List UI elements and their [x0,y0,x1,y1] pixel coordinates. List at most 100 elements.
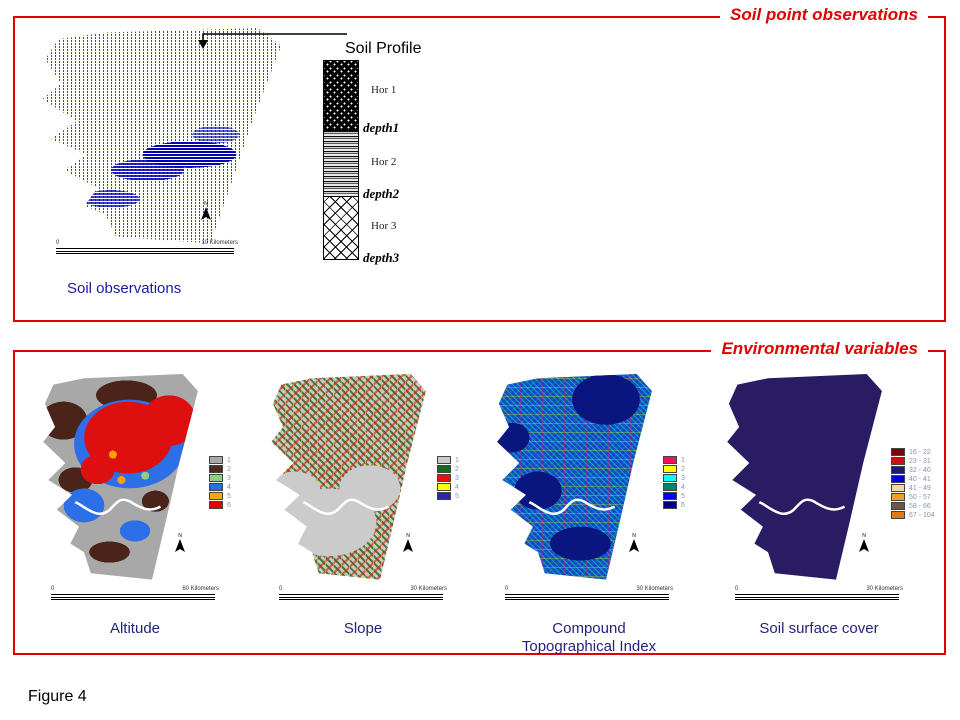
scale-distance-label: 30 Kilometers [866,586,903,592]
legend-label: 6 [227,501,231,509]
legend-label: 50 - 57 [909,493,931,501]
legend-swatch [891,493,905,501]
legend-label: 5 [681,492,685,500]
legend-label: 1 [455,456,459,464]
scale-bar-line [56,248,234,249]
legend-row: 2 [663,465,685,473]
river-line [487,374,657,544]
legend-swatch [663,483,677,491]
legend-row: 2 [209,465,231,473]
legend-row: 4 [663,483,685,491]
soil-surface-cover-legend: 16 - 22 23 - 31 32 - 40 40 - 41 41 - 49 … [891,448,935,520]
horizon-1-label: Hor 1 [371,84,397,96]
cti-figure: 1 2 3 4 5 6 N 0 30 Kilometers Compound T… [477,368,701,655]
legend-swatch [663,456,677,464]
legend-row: 4 [209,483,231,491]
river-line [717,374,887,544]
legend-swatch [663,465,677,473]
north-label: N [204,201,208,207]
altitude-map [33,374,203,586]
legend-row: 3 [209,474,231,482]
north-arrow: N [199,202,213,221]
legend-swatch [891,448,905,456]
scale-bar-rule [735,597,899,600]
north-arrow-icon [201,207,211,220]
legend-swatch [209,456,223,464]
legend-row: 4 [437,483,459,491]
soil-surface-cover-map [717,374,887,586]
north-arrow-icon [175,539,185,552]
legend-label: 5 [227,492,231,500]
north-label: N [178,533,182,539]
legend-swatch [891,511,905,519]
north-arrow: N [627,534,641,553]
scale-zero-label: 0 [56,240,60,246]
north-arrow-icon [403,539,413,552]
horizon-3-label: Hor 3 [371,220,397,232]
north-label: N [632,533,636,539]
legend-label: 1 [681,456,685,464]
legend-label: 4 [455,483,459,491]
legend-row: 3 [437,474,459,482]
cti-map [487,374,657,586]
panel-label-soil-point-observations: Soil point observations [720,5,928,25]
scale-bar-rule [51,597,215,600]
map-title-line1: Compound [552,620,626,637]
legend-label: 23 - 31 [909,457,931,465]
scale-zero-label: 0 [279,586,283,592]
scale-distance-label: 30 Kilometers [636,586,673,592]
legend-row: 32 - 40 [891,466,935,474]
legend-label: 2 [227,465,231,473]
soil-surface-cover-title: Soil surface cover [707,620,931,638]
legend-swatch [437,483,451,491]
scale-zero-label: 0 [735,586,739,592]
scale-distance-label: 10 Kilometers [201,240,238,246]
north-arrow: N [857,534,871,553]
legend-row: 1 [209,456,231,464]
legend-row: 3 [663,474,685,482]
scale-bar: 0 30 Kilometers [735,586,903,602]
legend-label: 2 [681,465,685,473]
scale-distance-label: 60 Kilometers [182,586,219,592]
legend-swatch [437,474,451,482]
depth-3-label: depth3 [363,250,400,265]
legend-swatch [209,474,223,482]
scale-distance-label: 30 Kilometers [410,586,447,592]
legend-label: 3 [227,474,231,482]
legend-row: 5 [663,492,685,500]
legend-label: 3 [681,474,685,482]
scale-bar-line [279,594,443,595]
north-arrow: N [401,534,415,553]
scale-bar-rule [56,251,234,254]
soil-observations-map-raster [42,28,282,244]
soil-profile-title: Soil Profile [345,40,422,57]
soil-surface-cover-figure: 16 - 22 23 - 31 32 - 40 40 - 41 41 - 49 … [707,368,935,648]
legend-row: 50 - 57 [891,493,935,501]
legend-label: 4 [681,483,685,491]
soil-point-observations-panel: Soil point observations N 0 10 Kilometer… [13,5,946,322]
soil-profile-column [323,60,359,260]
scale-bar-rule [505,597,669,600]
legend-row: 41 - 49 [891,484,935,492]
legend-row: 5 [209,492,231,500]
legend-label: 16 - 22 [909,448,931,456]
legend-row: 67 - 104 [891,511,935,519]
legend-row: 6 [209,501,231,509]
slope-map [261,374,431,586]
north-arrow: N [173,534,187,553]
legend-swatch [891,484,905,492]
legend-swatch [437,492,451,500]
legend-row: 5 [437,492,459,500]
legend-swatch [209,483,223,491]
legend-swatch [891,457,905,465]
horizon-1-block [324,61,358,131]
scale-bar: 0 10 Kilometers [56,240,238,256]
environmental-variables-panel: Environmental variables 1 2 3 4 5 6 N 0 … [13,339,946,655]
north-label: N [862,533,866,539]
soil-observations-map [27,28,289,250]
river-line [261,374,431,544]
legend-row: 2 [437,465,459,473]
legend-swatch [209,501,223,509]
soil-observations-caption: Soil observations [67,280,182,297]
legend-row: 1 [663,456,685,464]
